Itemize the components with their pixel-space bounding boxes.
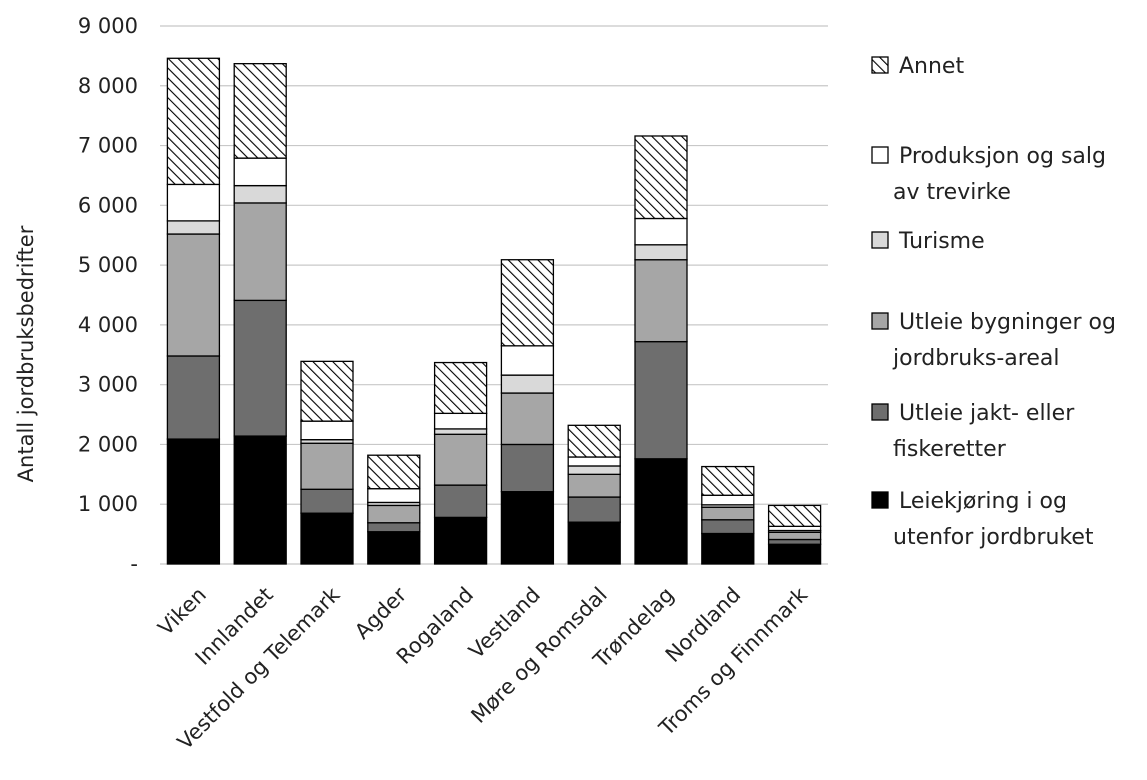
bar-segment [166, 233, 221, 357]
bar-segment [367, 531, 421, 565]
bar-segment [300, 442, 354, 490]
legend-label: Annet [899, 54, 964, 79]
bar-segment [634, 135, 688, 220]
bar-segment [767, 531, 822, 541]
bar-segment [500, 345, 555, 376]
bar-segment [767, 543, 822, 565]
legend-label: Produksjon og salg [899, 144, 1106, 169]
bar-segment [567, 473, 621, 498]
bar-segment [634, 217, 688, 246]
bar-segment [433, 484, 488, 519]
bar-segment [500, 374, 555, 394]
y-axis-title: Antall jordbruksbedrifter [14, 225, 38, 482]
bar-segment [166, 438, 221, 565]
y-tick-label: 6 000 [78, 193, 138, 217]
bar-segment [701, 532, 755, 565]
bar-segment [367, 454, 421, 490]
bar-segment [433, 516, 488, 565]
bar-segment [500, 491, 555, 565]
bar-segment [634, 458, 688, 565]
bar-segment [500, 443, 555, 493]
bar-segment [567, 496, 621, 523]
legend-label: av trevirke [893, 180, 1011, 205]
legend: Annet Produksjon og salg av trevirke Turism… [871, 54, 1116, 550]
bar-segment [367, 488, 421, 504]
bar-segment [567, 456, 621, 467]
bar-segment [433, 361, 488, 415]
bars [166, 57, 822, 565]
y-tick-label: 5 000 [78, 253, 138, 277]
y-axis-ticks: - 1 000 2 000 3 000 4 000 5 000 6 000 7 000 8 00… [78, 14, 138, 576]
bar-segment [767, 504, 822, 527]
y-tick-label: - [130, 552, 138, 576]
bar-segment [166, 57, 221, 186]
legend-swatch [871, 403, 889, 421]
bar-segment [233, 157, 287, 187]
bar-segment [701, 506, 755, 521]
bar-segment [233, 63, 287, 159]
legend-label: Utleie jakt- eller [899, 401, 1075, 426]
bar-segment [433, 428, 488, 435]
bar-segment [634, 244, 688, 261]
legend-label: Utleie bygninger og [899, 310, 1116, 335]
bar-segment [500, 259, 555, 347]
bar-segment [567, 424, 621, 458]
x-category-label: Viken [153, 583, 211, 641]
bar-segment [233, 202, 287, 302]
y-tick-label: 3 000 [78, 373, 138, 397]
bar-segment [300, 512, 354, 565]
bar-segment [433, 433, 488, 486]
bar-segment [634, 340, 688, 460]
y-tick-label: 9 000 [78, 14, 138, 38]
y-tick-label: 8 000 [78, 74, 138, 98]
legend-label: jordbruks-areal [892, 346, 1059, 371]
legend-label: fiskeretter [893, 437, 1007, 462]
y-tick-label: 7 000 [78, 134, 138, 158]
bar-segment [166, 355, 221, 440]
bar-segment [367, 522, 421, 533]
legend-swatch [871, 231, 889, 249]
bar-segment [300, 420, 354, 441]
legend-swatch [871, 491, 889, 509]
y-tick-label: 4 000 [78, 313, 138, 337]
bar-segment [367, 504, 421, 524]
bar-segment [500, 392, 555, 446]
legend-label: Leiekjøring i og [899, 489, 1067, 514]
bar-segment [767, 538, 822, 545]
bar-segment [701, 465, 755, 496]
bar-segment [567, 465, 621, 475]
legend-label: Turisme [898, 229, 985, 254]
legend-swatch [871, 312, 889, 330]
bar-segment [233, 184, 287, 204]
bar-segment [300, 488, 354, 514]
bar-segment [634, 259, 688, 343]
x-category-label: Agder [350, 582, 411, 643]
legend-label: utenfor jordbruket [893, 525, 1094, 550]
bar-segment [433, 412, 488, 430]
bar-segment [166, 183, 221, 222]
bar-segment [701, 494, 755, 506]
bar-segment [233, 435, 287, 565]
bar-segment [567, 521, 621, 565]
bar-segment [300, 360, 354, 422]
legend-swatch [871, 146, 889, 164]
bar-segment [233, 299, 287, 437]
bar-segment [701, 519, 755, 535]
bar-segment [166, 220, 221, 235]
y-tick-label: 1 000 [78, 492, 138, 516]
y-tick-label: 2 000 [78, 432, 138, 456]
legend-swatch [871, 56, 889, 74]
